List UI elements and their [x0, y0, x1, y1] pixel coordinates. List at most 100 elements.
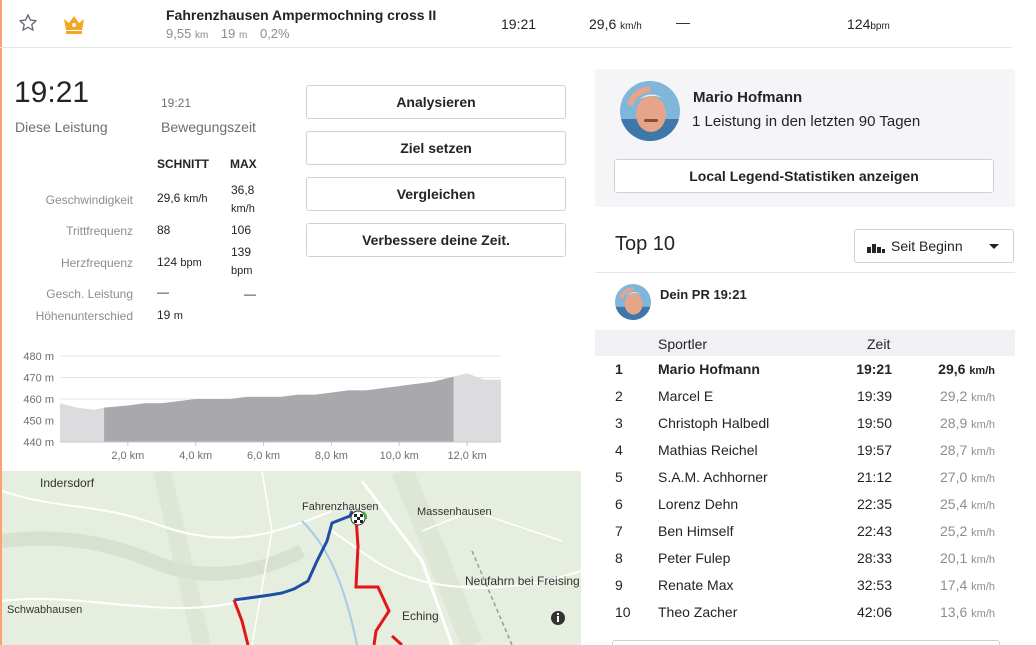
table-row[interactable]: 1 Mario Hofmann 19:21 29,6 km/h	[595, 356, 1015, 383]
effort-time[interactable]: 21:12	[856, 469, 892, 485]
stat-label-elevation: Höhenunterschied	[35, 309, 133, 323]
segment-time: 19:21	[501, 16, 537, 32]
rank: 2	[615, 388, 623, 404]
effort-elapsed-time: 19:21	[14, 76, 90, 109]
route-map[interactable]: Indersdorf Fahrenzhausen Massenhausen Ne…	[2, 471, 581, 645]
stat-label-speed: Geschwindigkeit	[45, 193, 133, 207]
compare-button[interactable]: Vergleichen	[306, 177, 566, 211]
athlete-name[interactable]: Mathias Reichel	[658, 442, 758, 458]
stat-avg-speed: 29,6 km/h	[157, 191, 208, 205]
table-row[interactable]: 5 S.A.M. Achhorner 21:12 27,0 km/h	[595, 464, 1015, 491]
leaderboard-filter-select[interactable]: Seit Beginn	[854, 229, 1014, 263]
effort-time[interactable]: 28:33	[856, 550, 892, 566]
athlete-name[interactable]: Theo Zacher	[658, 604, 738, 620]
segment-heart-rate: 124bpm	[847, 16, 890, 32]
effort-time[interactable]: 22:43	[856, 523, 892, 539]
athlete-name[interactable]: Ben Himself	[658, 523, 734, 539]
effort-elapsed-label: Diese Leistung	[15, 119, 108, 135]
stat-avg-cadence: 88	[157, 223, 171, 237]
stats-avg-header: SCHNITT	[157, 157, 209, 171]
effort-time[interactable]: 19:50	[856, 415, 892, 431]
analyze-button[interactable]: Analysieren	[306, 85, 566, 119]
effort-speed: 25,4 km/h	[940, 496, 995, 512]
leaderboard-header: Sportler Zeit	[595, 330, 1015, 356]
stat-max-speed: 36,8 km/h	[231, 183, 255, 215]
map-label-indersdorf: Indersdorf	[40, 476, 95, 490]
column-athlete: Sportler	[658, 336, 708, 352]
rank: 5	[615, 469, 623, 485]
effort-speed: 25,2 km/h	[940, 523, 995, 539]
local-legend-card: Mario Hofmann 1 Leistung in den letzten …	[595, 69, 1015, 207]
info-icon[interactable]	[551, 611, 565, 625]
stat-avg-power: —	[157, 285, 169, 299]
segment-name[interactable]: Fahrenzhausen Ampermochning cross II	[166, 7, 437, 23]
athlete-name[interactable]: Christoph Halbedl	[658, 415, 770, 431]
avatar[interactable]	[620, 81, 680, 141]
avatar[interactable]	[615, 284, 651, 320]
x-tick-label: 4,0 km	[179, 450, 212, 462]
local-legend-stats-button[interactable]: Local Legend-Statistiken anzeigen	[614, 159, 994, 193]
rank: 4	[615, 442, 623, 458]
x-tick-label: 6,0 km	[247, 450, 280, 462]
set-goal-button[interactable]: Ziel setzen	[306, 131, 566, 165]
athlete-name[interactable]: S.A.M. Achhorner	[658, 469, 768, 485]
effort-time[interactable]: 19:39	[856, 388, 892, 404]
table-row[interactable]: 7 Ben Himself 22:43 25,2 km/h	[595, 518, 1015, 545]
effort-speed: 27,0 km/h	[940, 469, 995, 485]
effort-time[interactable]: 22:35	[856, 496, 892, 512]
effort-speed: 28,9 km/h	[940, 415, 995, 431]
y-tick-label: 450 m	[23, 416, 54, 428]
table-row[interactable]: 10 Theo Zacher 42:06 13,6 km/h	[595, 599, 1015, 626]
local-legend-subtitle: 1 Leistung in den letzten 90 Tagen	[692, 113, 921, 130]
finish-flag-icon	[350, 510, 368, 526]
table-row[interactable]: 6 Lorenz Dehn 22:35 25,4 km/h	[595, 491, 1015, 518]
personal-record-label: Dein PR 19:21	[660, 287, 747, 302]
stat-avg-heart-rate: 124 bpm	[157, 255, 202, 269]
athlete-name[interactable]: Renate Max	[658, 577, 734, 593]
effort-moving-label: Bewegungszeit	[161, 119, 256, 135]
rank: 10	[615, 604, 631, 620]
map-label-eching: Eching	[402, 609, 439, 623]
athlete-name[interactable]: Lorenz Dehn	[658, 496, 739, 512]
bar-chart-icon	[867, 244, 885, 253]
rank: 1	[615, 361, 623, 377]
y-tick-label: 440 m	[23, 437, 54, 449]
y-tick-label: 460 m	[23, 394, 54, 406]
map-label-fahrenzhausen: Fahrenzhausen	[302, 501, 378, 513]
table-row[interactable]: 3 Christoph Halbedl 19:50 28,9 km/h	[595, 410, 1015, 437]
crown-icon	[64, 16, 84, 34]
effort-time[interactable]: 19:21	[856, 361, 892, 377]
athlete-name[interactable]: Peter Fulep	[658, 550, 731, 566]
segment-grade: 0,2%	[259, 26, 290, 41]
stats-max-header: MAX	[230, 157, 257, 171]
y-tick-label: 470 m	[23, 373, 54, 385]
effort-time[interactable]: 32:53	[856, 577, 892, 593]
star-icon[interactable]	[18, 13, 38, 33]
leaderboard-more-button[interactable]	[612, 640, 1000, 645]
effort-time[interactable]: 42:06	[856, 604, 892, 620]
segment-distance: 9,55 km	[166, 26, 209, 41]
segment-elevation: 19 m	[220, 26, 248, 41]
x-tick-label: 10,0 km	[380, 450, 419, 462]
segment-speed: 29,6 km/h	[589, 16, 642, 32]
left-accent-bar	[0, 0, 2, 645]
map-label-massenhausen: Massenhausen	[417, 506, 492, 518]
effort-moving-time: 19:21	[161, 96, 192, 110]
local-legend-name[interactable]: Mario Hofmann	[693, 89, 803, 106]
improve-time-button[interactable]: Verbessere deine Zeit.	[306, 223, 566, 257]
x-tick-label: 2,0 km	[111, 450, 144, 462]
table-row[interactable]: 2 Marcel E 19:39 29,2 km/h	[595, 383, 1015, 410]
table-row[interactable]: 4 Mathias Reichel 19:57 28,7 km/h	[595, 437, 1015, 464]
athlete-name[interactable]: Mario Hofmann	[658, 361, 760, 377]
column-time: Zeit	[867, 336, 891, 352]
athlete-name[interactable]: Marcel E	[658, 388, 714, 404]
table-row[interactable]: 8 Peter Fulep 28:33 20,1 km/h	[595, 545, 1015, 572]
leaderboard-title: Top 10	[615, 233, 676, 255]
leaderboard-filter-label: Seit Beginn	[891, 238, 963, 254]
effort-speed: 13,6 km/h	[940, 604, 995, 620]
chevron-down-icon	[989, 244, 999, 249]
effort-time[interactable]: 19:57	[856, 442, 892, 458]
table-row[interactable]: 9 Renate Max 32:53 17,4 km/h	[595, 572, 1015, 599]
personal-record-row: Dein PR 19:21	[595, 272, 1015, 330]
rank: 7	[615, 523, 623, 539]
